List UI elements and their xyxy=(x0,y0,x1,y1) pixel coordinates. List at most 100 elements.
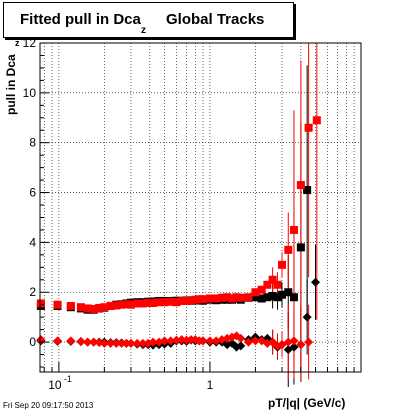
data-point-diamond xyxy=(205,336,215,346)
data-point-square xyxy=(273,293,282,302)
data-point-square xyxy=(106,301,115,310)
x-tick-label: 1 xyxy=(207,378,214,392)
data-point-square xyxy=(268,275,277,284)
data-point-square xyxy=(182,296,191,305)
data-point-square xyxy=(236,293,245,302)
data-point-diamond xyxy=(289,336,299,346)
data-point-square xyxy=(212,294,221,303)
data-point-square xyxy=(303,186,312,195)
grid-lines xyxy=(40,42,361,372)
data-point-square xyxy=(251,293,260,302)
data-point-diamond xyxy=(289,342,299,352)
data-point-diamond xyxy=(236,333,246,343)
chart-title-suffix: Global Tracks xyxy=(166,11,265,28)
chart-title-box: Fitted pull in Dca z Global Tracks xyxy=(3,2,294,38)
data-point-square xyxy=(251,288,260,297)
data-point-square xyxy=(149,298,158,307)
data-point-square xyxy=(36,299,45,308)
data-point-square xyxy=(138,299,147,308)
data-point-square xyxy=(278,290,287,299)
data-point-square xyxy=(66,301,75,310)
data-point-square xyxy=(205,294,214,303)
data-point-square xyxy=(273,280,282,289)
data-point-diamond xyxy=(126,338,136,348)
data-point-square xyxy=(126,300,135,309)
y-tick-label: 2 xyxy=(29,285,36,299)
data-point-diamond xyxy=(166,336,176,346)
data-point-square xyxy=(166,297,175,306)
data-point-square xyxy=(312,116,321,125)
data-point-square xyxy=(199,295,208,304)
data-point-diamond xyxy=(99,338,109,348)
data-point-diamond xyxy=(304,337,314,347)
data-point-diamond xyxy=(121,338,131,348)
data-point-square xyxy=(244,293,253,302)
data-markers xyxy=(36,116,321,355)
timestamp: Fri Sep 20 09:17:50 2013 xyxy=(3,401,94,410)
data-point-square xyxy=(268,291,277,300)
x-tick-label-exponent: -1 xyxy=(64,374,72,384)
data-point-square xyxy=(217,293,226,302)
data-point-diamond xyxy=(76,336,86,346)
data-point-diamond xyxy=(89,337,99,347)
x-tick-label: 10 xyxy=(48,378,62,392)
data-point-square xyxy=(263,280,272,289)
data-point-square xyxy=(53,300,62,309)
data-point-square xyxy=(154,298,163,307)
data-point-square xyxy=(278,260,287,269)
data-point-square xyxy=(112,301,121,310)
data-point-diamond xyxy=(53,336,63,346)
data-point-square xyxy=(257,285,266,294)
data-point-diamond xyxy=(171,335,181,345)
data-point-square xyxy=(263,293,272,302)
data-point-square xyxy=(296,243,305,252)
data-point-square xyxy=(83,304,92,313)
plot-frame xyxy=(39,42,362,373)
data-point-diamond xyxy=(302,312,312,322)
y-axis-label-subscript: z xyxy=(15,38,20,48)
data-point-square xyxy=(89,304,98,313)
data-point-square xyxy=(177,296,186,305)
data-point-diamond xyxy=(138,338,148,348)
data-point-diamond xyxy=(198,336,208,346)
y-tick-label: 0 xyxy=(29,335,36,349)
data-point-diamond xyxy=(36,335,46,345)
data-point-square xyxy=(144,298,153,307)
data-point-diamond xyxy=(106,338,116,348)
data-point-square xyxy=(296,181,305,190)
data-point-square xyxy=(223,293,232,302)
data-point-diamond xyxy=(66,336,76,346)
data-point-diamond xyxy=(250,336,260,346)
data-point-diamond xyxy=(111,338,121,348)
data-point-diamond xyxy=(117,338,127,348)
data-point-diamond xyxy=(311,277,321,287)
y-tick-label: 4 xyxy=(29,235,36,249)
data-point-square xyxy=(122,300,131,309)
data-point-diamond xyxy=(148,337,158,347)
data-point-diamond xyxy=(236,341,246,351)
data-point-square xyxy=(284,245,293,254)
data-point-square xyxy=(228,294,237,303)
y-tick-label: 6 xyxy=(29,186,36,200)
data-point-square xyxy=(289,225,298,234)
data-point-square xyxy=(117,300,126,309)
chart-title: Fitted pull in Dca xyxy=(20,11,141,28)
data-point-square xyxy=(232,293,241,302)
data-point-square xyxy=(76,303,85,312)
y-tick-label: 8 xyxy=(29,136,36,150)
x-axis-label: pT/|q| (GeV/c) xyxy=(268,396,346,410)
data-point-square xyxy=(187,296,196,305)
y-tick-label: 10 xyxy=(23,86,37,100)
data-point-square xyxy=(172,298,181,307)
data-point-square xyxy=(95,303,104,312)
chart-title-subscript: z xyxy=(141,25,146,36)
data-point-square xyxy=(257,294,266,303)
y-tick-label: 12 xyxy=(23,36,37,50)
data-point-diamond xyxy=(83,337,93,347)
data-point-diamond xyxy=(159,336,169,346)
data-point-square xyxy=(133,299,142,308)
data-point-diamond xyxy=(296,340,306,350)
data-point-square xyxy=(304,123,313,132)
